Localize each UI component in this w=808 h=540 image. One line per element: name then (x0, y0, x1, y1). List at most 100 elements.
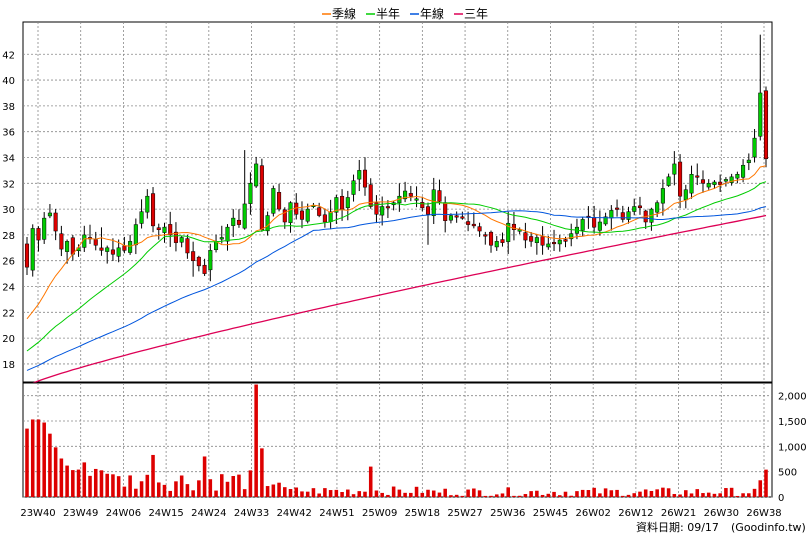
volume-bar (454, 494, 459, 497)
volume-bar (71, 470, 75, 497)
volume-bar (592, 487, 596, 497)
volume-tick-label: 0 (778, 493, 784, 504)
volume-bar (678, 494, 682, 497)
candle-down (700, 179, 706, 184)
candle-up (746, 159, 751, 164)
candle-down (317, 207, 322, 216)
volume-bar (449, 495, 453, 497)
candle-down (59, 233, 64, 250)
volume-bar (99, 470, 104, 497)
candle-up (334, 197, 339, 213)
volume-bar (254, 384, 258, 497)
candle-up (305, 208, 310, 222)
candle-down (362, 169, 368, 188)
volume-bar (48, 433, 52, 497)
candle-down (471, 223, 476, 227)
volume-bar (380, 492, 384, 497)
price-tick-label: 42 (2, 50, 15, 61)
candle-down (168, 224, 173, 236)
ma-quarter-line (26, 165, 767, 320)
price-tick-label: 30 (2, 205, 15, 216)
volume-bar (265, 486, 270, 497)
volume-bar (420, 492, 425, 497)
volume-bar (747, 493, 751, 497)
volume-bar (311, 488, 316, 497)
volume-bar (363, 491, 367, 497)
volume-tick-label: 1,000 (778, 442, 807, 453)
volume-bar (621, 495, 625, 497)
volume-bar (529, 491, 533, 497)
volume-bar (764, 469, 768, 497)
candle-up (729, 176, 734, 183)
candle-down (454, 215, 459, 218)
candle-down (202, 264, 207, 274)
price-tick-label: 24 (2, 283, 15, 294)
price-tick-label: 34 (2, 153, 15, 164)
volume-bar (540, 494, 545, 497)
candle-up (208, 250, 213, 271)
volume-bar (300, 491, 304, 497)
candle-down (637, 205, 642, 209)
volume-bar (580, 489, 585, 497)
volume-bar (88, 475, 92, 497)
volume-bar (231, 476, 236, 497)
candle-down (592, 216, 597, 228)
candle-up (139, 211, 144, 224)
volume-bar (437, 492, 442, 497)
x-tick-label: 25W09 (362, 508, 397, 519)
candle-up (242, 203, 247, 229)
candle-up (448, 215, 453, 221)
candle-up (105, 247, 110, 252)
volume-bar (277, 482, 281, 497)
volume-bar (162, 484, 167, 497)
candle-up (380, 206, 385, 216)
volume-bar (735, 495, 740, 497)
candle-down (563, 239, 568, 242)
volume-panel: 0 500 1,000 1,500 2,000 (22, 382, 807, 504)
ma-halfyear-line (26, 181, 767, 352)
candle-up (689, 174, 694, 194)
candle-down (191, 251, 196, 261)
candle-up (225, 226, 230, 242)
candle-down (259, 165, 264, 230)
volume-bar (489, 495, 493, 497)
volume-bar (237, 474, 241, 497)
candle-up (47, 212, 52, 217)
volume-tick-label: 500 (778, 468, 797, 479)
candle-up (219, 237, 224, 240)
candle-down (368, 184, 373, 207)
candle-down (540, 236, 545, 246)
volume-bar (139, 481, 144, 497)
volume-bar (443, 488, 447, 497)
volume-bar (305, 491, 310, 497)
volume-bar (128, 475, 132, 497)
candle-down (425, 206, 431, 215)
volume-bar (575, 491, 579, 497)
volume-bar (397, 489, 402, 497)
volume-bar (179, 475, 184, 497)
candle-down (420, 202, 425, 209)
volume-bar (317, 493, 321, 497)
volume-bar (712, 493, 717, 497)
x-tick-label: 25W27 (447, 508, 482, 519)
x-tick-label: 26W21 (661, 508, 696, 519)
candle-down (156, 227, 161, 230)
candle-up (752, 137, 757, 158)
volume-bar (666, 488, 671, 497)
volume-bar (334, 489, 339, 497)
candle-up (231, 217, 236, 226)
volume-bar (53, 447, 58, 497)
price-tick-label: 26 (2, 257, 15, 268)
candle-up (546, 243, 551, 248)
candle-down (173, 231, 178, 243)
candle-up (660, 188, 665, 204)
volume-bar (36, 419, 41, 497)
volume-bar (649, 490, 654, 497)
x-tick-label: 26W12 (618, 508, 653, 519)
volume-bar (93, 468, 98, 497)
price-tick-label: 18 (2, 360, 15, 371)
candle-up (569, 233, 574, 240)
x-axis: 23W40 23W49 24W06 24W15 24W24 24W33 24W42 24W51… (20, 508, 781, 519)
x-tick-label: 24W33 (234, 508, 269, 519)
